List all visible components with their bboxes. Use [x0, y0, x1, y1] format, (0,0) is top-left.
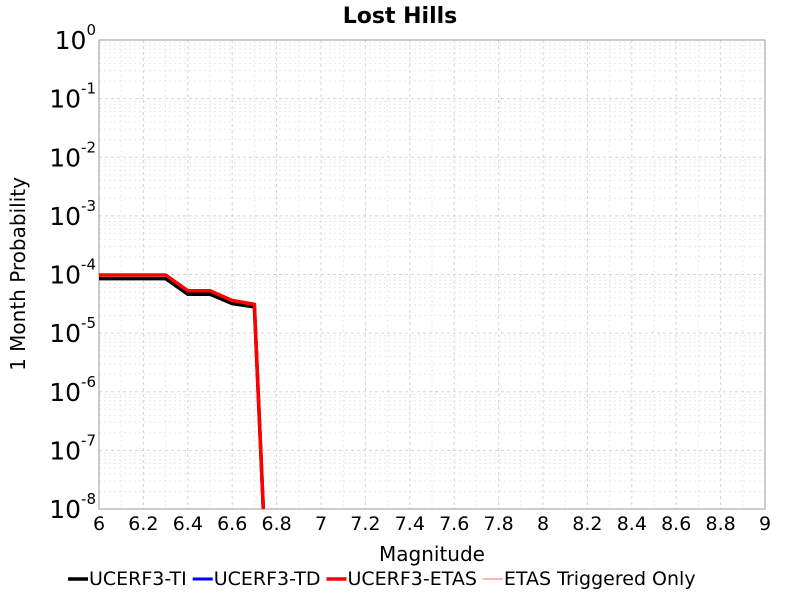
x-tick-label: 7.4 — [395, 513, 425, 535]
y-tick-base: 10 — [49, 143, 81, 172]
y-tick-exponent: -5 — [81, 314, 96, 332]
y-tick-label: 10-1 — [49, 80, 96, 114]
chart-title: Lost Hills — [343, 4, 458, 29]
x-tick-label: 9 — [759, 513, 771, 535]
y-tick-exponent: -2 — [81, 138, 96, 156]
series-line-ucerf3-ti — [99, 276, 266, 510]
y-tick-exponent: 0 — [86, 21, 96, 39]
x-tick-label: 6.8 — [261, 513, 291, 535]
legend-label: UCERF3-ETAS — [347, 568, 476, 590]
y-axis-label: 1 Month Probability — [6, 177, 30, 371]
y-tick-label: 10-7 — [49, 431, 96, 465]
x-tick-label: 8.6 — [661, 513, 691, 535]
x-tick-label: 8 — [537, 513, 549, 535]
y-tick-label: 10-2 — [49, 138, 96, 172]
y-tick-exponent: -4 — [81, 256, 96, 274]
x-tick-label: 6.2 — [128, 513, 158, 535]
x-tick-label: 8.2 — [572, 513, 602, 535]
y-tick-base: 10 — [55, 26, 87, 55]
x-tick-label: 7.6 — [439, 513, 469, 535]
y-tick-label: 100 — [55, 21, 96, 55]
x-tick-label: 7.2 — [350, 513, 380, 535]
legend: UCERF3-TI UCERF3-TD UCERF3-ETAS ETAS Trigge… — [68, 568, 696, 590]
y-tick-label: 10-3 — [49, 197, 96, 231]
x-tick-label: 6.6 — [217, 513, 247, 535]
legend-label: UCERF3-TD — [214, 568, 321, 590]
y-tick-exponent: -6 — [81, 373, 96, 391]
y-tick-label: 10-8 — [49, 490, 96, 524]
y-tick-label: 10-6 — [49, 373, 96, 407]
legend-label: ETAS Triggered Only — [504, 568, 696, 590]
y-tick-exponent: -3 — [81, 197, 96, 215]
x-tick-label: 6 — [93, 513, 105, 535]
y-tick-exponent: -1 — [81, 80, 96, 98]
x-axis-ticks: 6 6.2 6.4 6.6 6.8 7 7.2 7.4 7.6 7.8 8 8.2 8.4 8.6 8.8 9 — [93, 513, 771, 535]
x-tick-label: 7 — [315, 513, 327, 535]
y-tick-base: 10 — [49, 495, 81, 524]
x-tick-label: 6.4 — [173, 513, 203, 535]
series-layer — [99, 273, 266, 510]
y-tick-base: 10 — [49, 85, 81, 114]
y-tick-base: 10 — [49, 378, 81, 407]
grid-lines — [98, 40, 766, 510]
y-tick-label: 10-5 — [49, 314, 96, 348]
y-tick-base: 10 — [49, 436, 81, 465]
series-line-ucerf3-etas — [99, 273, 266, 510]
y-tick-exponent: -7 — [81, 431, 96, 449]
y-tick-base: 10 — [49, 261, 81, 290]
y-tick-exponent: -8 — [81, 490, 96, 508]
legend-label: UCERF3-TI — [89, 568, 187, 590]
x-tick-label: 8.4 — [617, 513, 647, 535]
x-axis-label: Magnitude — [379, 542, 485, 566]
y-tick-label: 10-4 — [49, 256, 96, 290]
x-tick-label: 8.8 — [705, 513, 735, 535]
y-tick-base: 10 — [49, 319, 81, 348]
y-tick-base: 10 — [49, 202, 81, 231]
x-tick-label: 7.8 — [483, 513, 513, 535]
